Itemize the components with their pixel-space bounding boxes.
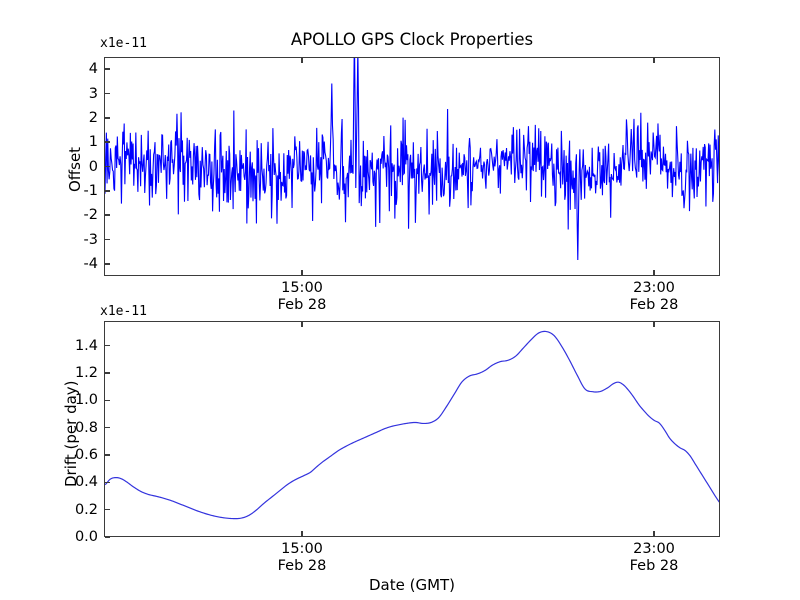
- y-tick-label: 1.4: [74, 337, 98, 354]
- y-tick-mark: [105, 190, 110, 192]
- offset-series-line: [105, 58, 719, 260]
- x-tick-mark-bottom: [301, 531, 303, 536]
- y-tick-mark: [105, 238, 110, 241]
- x-tick-time: 23:00: [633, 280, 675, 296]
- drift-x-axis-label: Date (GMT): [368, 576, 456, 594]
- x-tick-time: 15:00: [281, 541, 323, 557]
- y-tick-label: 4: [88, 61, 98, 78]
- x-tick-label: 15:00 Feb 28: [278, 541, 327, 575]
- drift-trace-path: [105, 330, 719, 520]
- y-tick-mark: [105, 165, 110, 168]
- y-tick-mark: [105, 372, 110, 374]
- y-tick-mark: [105, 399, 110, 401]
- x-tick-date: Feb 28: [629, 297, 679, 314]
- y-tick-mark: [105, 117, 110, 119]
- x-tick-label: 15:00 Feb 28: [278, 280, 327, 314]
- y-tick-label: 0: [88, 158, 98, 175]
- y-tick-mark: [105, 454, 110, 456]
- y-tick-label: 1.0: [74, 392, 98, 409]
- y-tick-label: -2: [83, 207, 98, 224]
- y-tick-label: 0.0: [74, 529, 98, 545]
- x-tick-mark-bottom: [301, 270, 303, 275]
- y-tick-label: 0.8: [74, 419, 98, 436]
- y-tick-label: 0.2: [74, 501, 98, 518]
- drift-plot-area: [104, 321, 720, 537]
- y-tick-label: 1: [88, 134, 98, 151]
- offset-plot-area: [104, 57, 720, 276]
- drift-series-line: [105, 330, 719, 520]
- y-tick-mark: [105, 263, 110, 265]
- x-tick-time: 15:00: [281, 280, 323, 296]
- x-tick-label: 23:00 Feb 28: [630, 541, 679, 575]
- x-tick-time: 23:00: [633, 541, 675, 557]
- offset-y-exponent-top: x1e-11: [100, 36, 147, 51]
- x-tick-label: 23:00 Feb 28: [630, 280, 679, 314]
- y-tick-label: -3: [83, 231, 98, 248]
- y-tick-label: 2: [88, 109, 98, 126]
- y-tick-label: -1: [83, 182, 98, 199]
- y-tick-mark: [105, 92, 110, 95]
- y-tick-mark: [105, 214, 110, 216]
- y-tick-label: 3: [88, 85, 98, 102]
- y-tick-mark: [105, 68, 110, 70]
- offset-trace-path: [105, 58, 719, 260]
- y-tick-mark: [105, 536, 110, 538]
- x-tick-date: Feb 28: [277, 558, 327, 575]
- x-tick-mark-bottom: [653, 531, 655, 536]
- y-tick-mark: [105, 481, 110, 483]
- y-tick-label: 0.6: [74, 446, 98, 463]
- x-tick-mark-top: [301, 322, 303, 327]
- y-tick-mark: [105, 426, 110, 429]
- y-tick-label: 1.2: [74, 364, 98, 381]
- x-tick-mark-top: [653, 58, 655, 63]
- x-tick-date: Feb 28: [277, 297, 327, 314]
- x-tick-mark-top: [653, 322, 655, 327]
- offset-y-exponent-bottom: x1e-11: [100, 304, 147, 319]
- x-tick-mark-top: [301, 58, 303, 63]
- chart-title: APOLLO GPS Clock Properties: [290, 30, 534, 49]
- x-tick-date: Feb 28: [629, 558, 679, 575]
- y-tick-mark: [105, 344, 110, 347]
- y-tick-mark: [105, 141, 110, 143]
- y-tick-mark: [105, 508, 110, 511]
- y-tick-label: -4: [83, 255, 98, 272]
- y-tick-label: 0.4: [74, 474, 98, 491]
- x-tick-mark-bottom: [653, 270, 655, 275]
